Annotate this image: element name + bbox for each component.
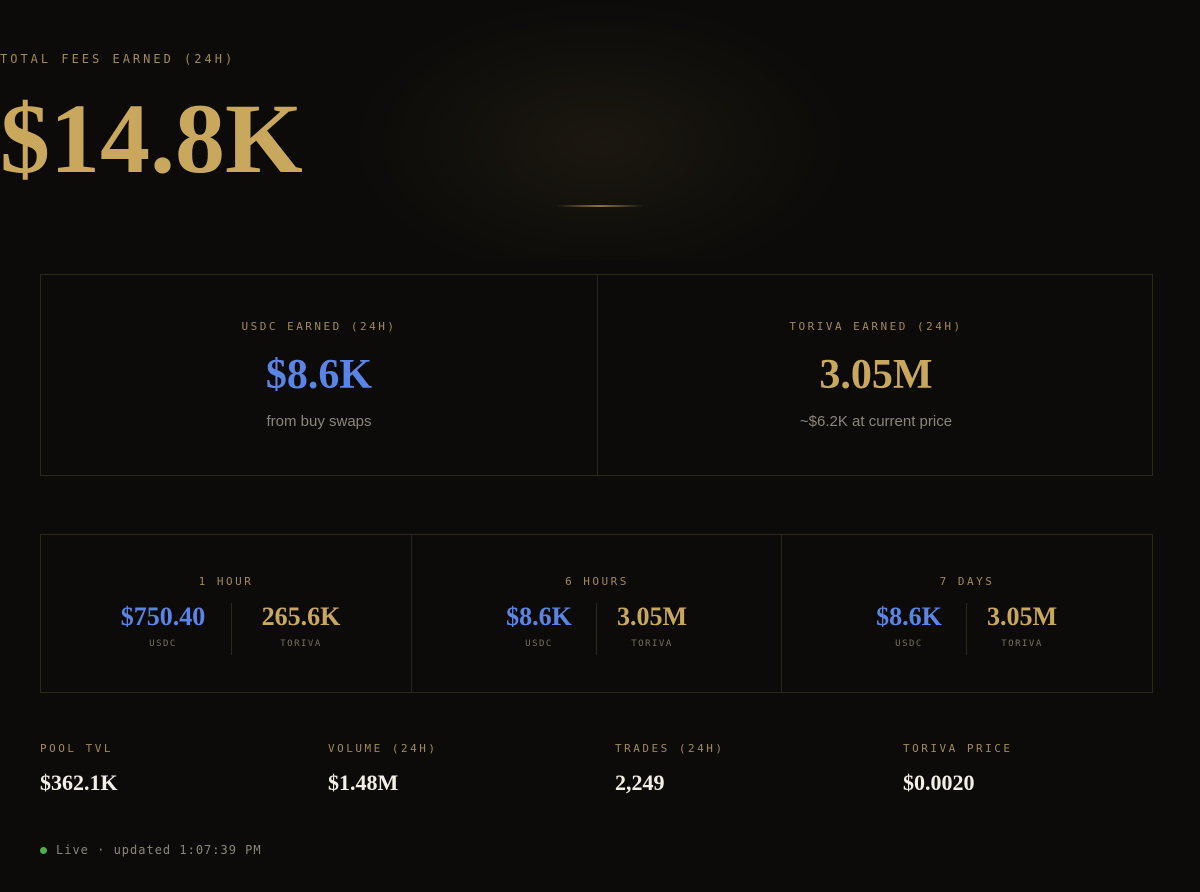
stat-value: $362.1K [40,770,118,795]
stat-value: 2,249 [615,770,665,795]
usdc-unit: USDC [895,639,923,649]
toriva-unit: TORIVA [631,639,673,649]
toriva-earned-label: TORIVA EARNED (24H) [789,320,963,333]
toriva-earned-value: 3.05M [819,352,933,398]
earned-panel: USDC EARNED (24H) $8.6K from buy swaps T… [40,274,1153,476]
toriva-earned-subtext: ~$6.2K at current price [799,413,953,430]
usdc-earned-subtext: from buy swaps [266,413,372,430]
usdc-unit: USDC [525,639,553,649]
hero-divider [556,205,644,207]
stat-volume: VOLUME (24H) $1.48M [328,742,437,797]
usdc-value: $750.40 [120,602,206,631]
period-7-days: 7 DAYS $8.6K USDC 3.05M TORIVA [781,535,1152,692]
stat-trades: TRADES (24H) 2,249 [615,742,724,797]
usdc-pair: $8.6K USDC [479,601,599,649]
toriva-pair: 3.05M TORIVA [962,601,1082,649]
period-label: 7 DAYS [939,575,995,588]
period-label: 1 HOUR [198,575,254,588]
live-status-text: Live · updated 1:07:39 PM [56,843,262,857]
period-1-hour: 1 HOUR $750.40 USDC 265.6K TORIVA [41,535,411,692]
usdc-value: $8.6K [506,602,572,631]
toriva-pair: 3.05M TORIVA [592,601,712,649]
period-label: 6 HOURS [565,575,629,588]
period-6-hours: 6 HOURS $8.6K USDC 3.05M TORIVA [411,535,782,692]
usdc-earned-value: $8.6K [265,352,373,398]
periods-panel: 1 HOUR $750.40 USDC 265.6K TORIVA 6 HOUR… [40,534,1153,693]
toriva-value: 265.6K [261,602,341,631]
usdc-value: $8.6K [876,602,942,631]
stat-value: $0.0020 [903,770,975,795]
pair-divider [231,603,232,655]
stat-label: TRADES (24H) [615,742,725,755]
live-dot-icon [40,846,47,854]
toriva-value: 3.05M [986,602,1058,631]
stat-label: POOL TVL [40,742,113,755]
toriva-unit: TORIVA [280,639,322,649]
usdc-earned-card: USDC EARNED (24H) $8.6K from buy swaps [41,275,597,475]
toriva-pair: 265.6K TORIVA [241,601,361,649]
total-fees-label: TOTAL FEES EARNED (24H) [0,52,236,66]
toriva-unit: TORIVA [1001,639,1043,649]
pair-divider [966,603,967,655]
total-fees-value: $14.8K [0,83,303,194]
stat-label: VOLUME (24H) [328,742,438,755]
stat-value: $1.48M [328,770,399,795]
stat-toriva-price: TORIVA PRICE $0.0020 [903,742,1012,797]
toriva-value: 3.05M [616,602,688,631]
toriva-earned-card: TORIVA EARNED (24H) 3.05M ~$6.2K at curr… [597,275,1154,475]
pair-divider [596,603,597,655]
usdc-earned-label: USDC EARNED (24H) [241,320,397,333]
usdc-unit: USDC [149,639,177,649]
usdc-pair: $750.40 USDC [103,601,223,649]
stat-pool-tvl: POOL TVL $362.1K [40,742,118,797]
stat-label: TORIVA PRICE [903,742,1013,755]
live-status: Live · updated 1:07:39 PM [40,843,262,857]
usdc-pair: $8.6K USDC [849,601,969,649]
